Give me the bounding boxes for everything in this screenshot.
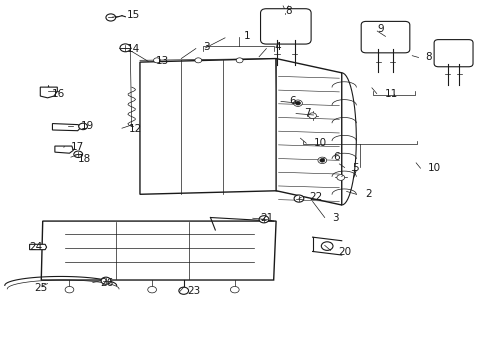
Text: 8: 8 [285,6,291,17]
Polygon shape [41,221,276,280]
Text: 7: 7 [303,108,310,118]
Circle shape [101,277,111,284]
Polygon shape [140,59,278,194]
Circle shape [321,242,332,250]
Text: 18: 18 [78,154,91,164]
Text: 15: 15 [126,10,140,20]
Text: 14: 14 [126,44,140,54]
Text: 10: 10 [313,138,326,148]
Circle shape [65,287,74,293]
Polygon shape [30,244,46,249]
Text: 19: 19 [81,121,94,131]
Circle shape [336,175,344,180]
Circle shape [79,123,87,130]
Circle shape [106,14,116,21]
Text: 6: 6 [288,96,295,106]
Circle shape [293,195,303,202]
Text: 2: 2 [365,189,371,199]
Text: 7: 7 [349,170,356,180]
FancyBboxPatch shape [361,21,409,53]
Circle shape [317,157,326,163]
Circle shape [259,216,268,223]
Polygon shape [52,123,80,131]
Polygon shape [276,59,341,205]
Text: 8: 8 [425,53,431,63]
Text: 5: 5 [352,163,358,173]
Circle shape [319,158,324,162]
Text: 1: 1 [243,31,250,41]
Circle shape [308,113,316,118]
Text: 26: 26 [100,278,113,288]
Text: 22: 22 [308,192,322,202]
Text: 25: 25 [34,283,48,293]
Circle shape [293,100,302,107]
Circle shape [74,151,82,157]
Text: 17: 17 [71,142,84,152]
Polygon shape [40,87,57,98]
Text: 3: 3 [203,42,209,52]
Circle shape [195,58,201,63]
Circle shape [236,58,243,63]
Circle shape [295,102,300,105]
Text: 4: 4 [274,42,281,52]
Circle shape [147,287,156,293]
Text: 21: 21 [260,213,273,223]
Text: 16: 16 [51,89,64,99]
FancyBboxPatch shape [260,9,310,44]
Text: 3: 3 [332,213,339,223]
Text: 12: 12 [129,124,142,134]
Text: 13: 13 [156,57,169,66]
Circle shape [153,58,160,63]
Text: 23: 23 [187,287,200,296]
Text: 11: 11 [384,89,397,99]
FancyBboxPatch shape [433,40,472,67]
Circle shape [230,287,239,293]
Polygon shape [55,146,73,153]
Text: 24: 24 [30,242,43,252]
Text: 6: 6 [332,153,339,162]
Text: 20: 20 [338,247,351,257]
Text: 9: 9 [376,24,383,34]
Circle shape [120,44,130,52]
Circle shape [179,287,188,294]
Text: 10: 10 [427,163,441,173]
